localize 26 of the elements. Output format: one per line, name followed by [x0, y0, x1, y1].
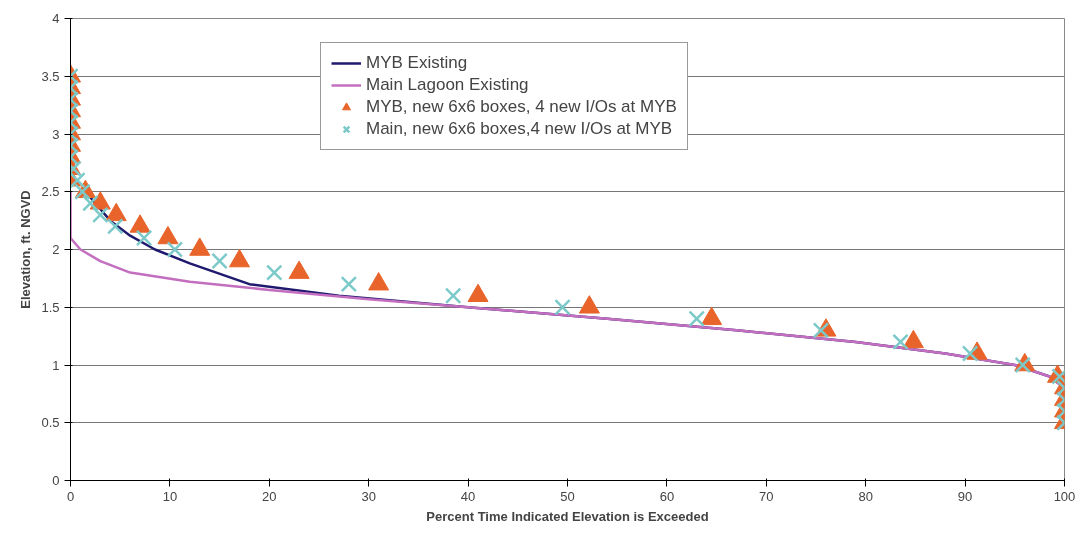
- legend-label: MYB Existing: [366, 53, 468, 73]
- x-tick-label: 80: [858, 488, 873, 504]
- y-tick-label: 0: [52, 473, 60, 488]
- y-tick-label: 2: [52, 242, 60, 257]
- x-tick-label: 70: [759, 488, 774, 504]
- x-axis-title: Percent Time Indicated Elevation is Exceeded: [426, 508, 709, 524]
- x-tick-label: 40: [460, 488, 476, 504]
- y-tick-label: 3.5: [41, 68, 60, 84]
- y-tick-label: 0.5: [41, 415, 60, 431]
- x-tick-label: 30: [361, 488, 376, 504]
- x-tick-label: 60: [659, 488, 675, 504]
- y-tick-label: 1.5: [41, 299, 60, 315]
- y-tick-label: 4: [52, 11, 60, 26]
- legend-label: MYB, new 6x6 boxes, 4 new I/Os at MYB: [366, 97, 677, 117]
- x-tick-label: 100: [1053, 488, 1076, 504]
- y-tick-label: 1: [52, 357, 60, 373]
- x-tick-label: 10: [162, 488, 178, 504]
- x-tick-label: 0: [66, 488, 75, 504]
- x-tick-label: 20: [262, 488, 277, 504]
- x-tick-label: 50: [560, 488, 575, 504]
- y-tick-label: 2.5: [41, 184, 60, 200]
- y-tick-label: 3: [52, 126, 60, 142]
- legend-label: Main Lagoon Existing: [366, 75, 529, 95]
- y-axis-title: Elevation, ft. NGVD: [18, 190, 34, 309]
- x-tick-label: 90: [957, 488, 973, 504]
- legend-label: Main, new 6x6 boxes,4 new I/Os at MYB: [366, 119, 673, 139]
